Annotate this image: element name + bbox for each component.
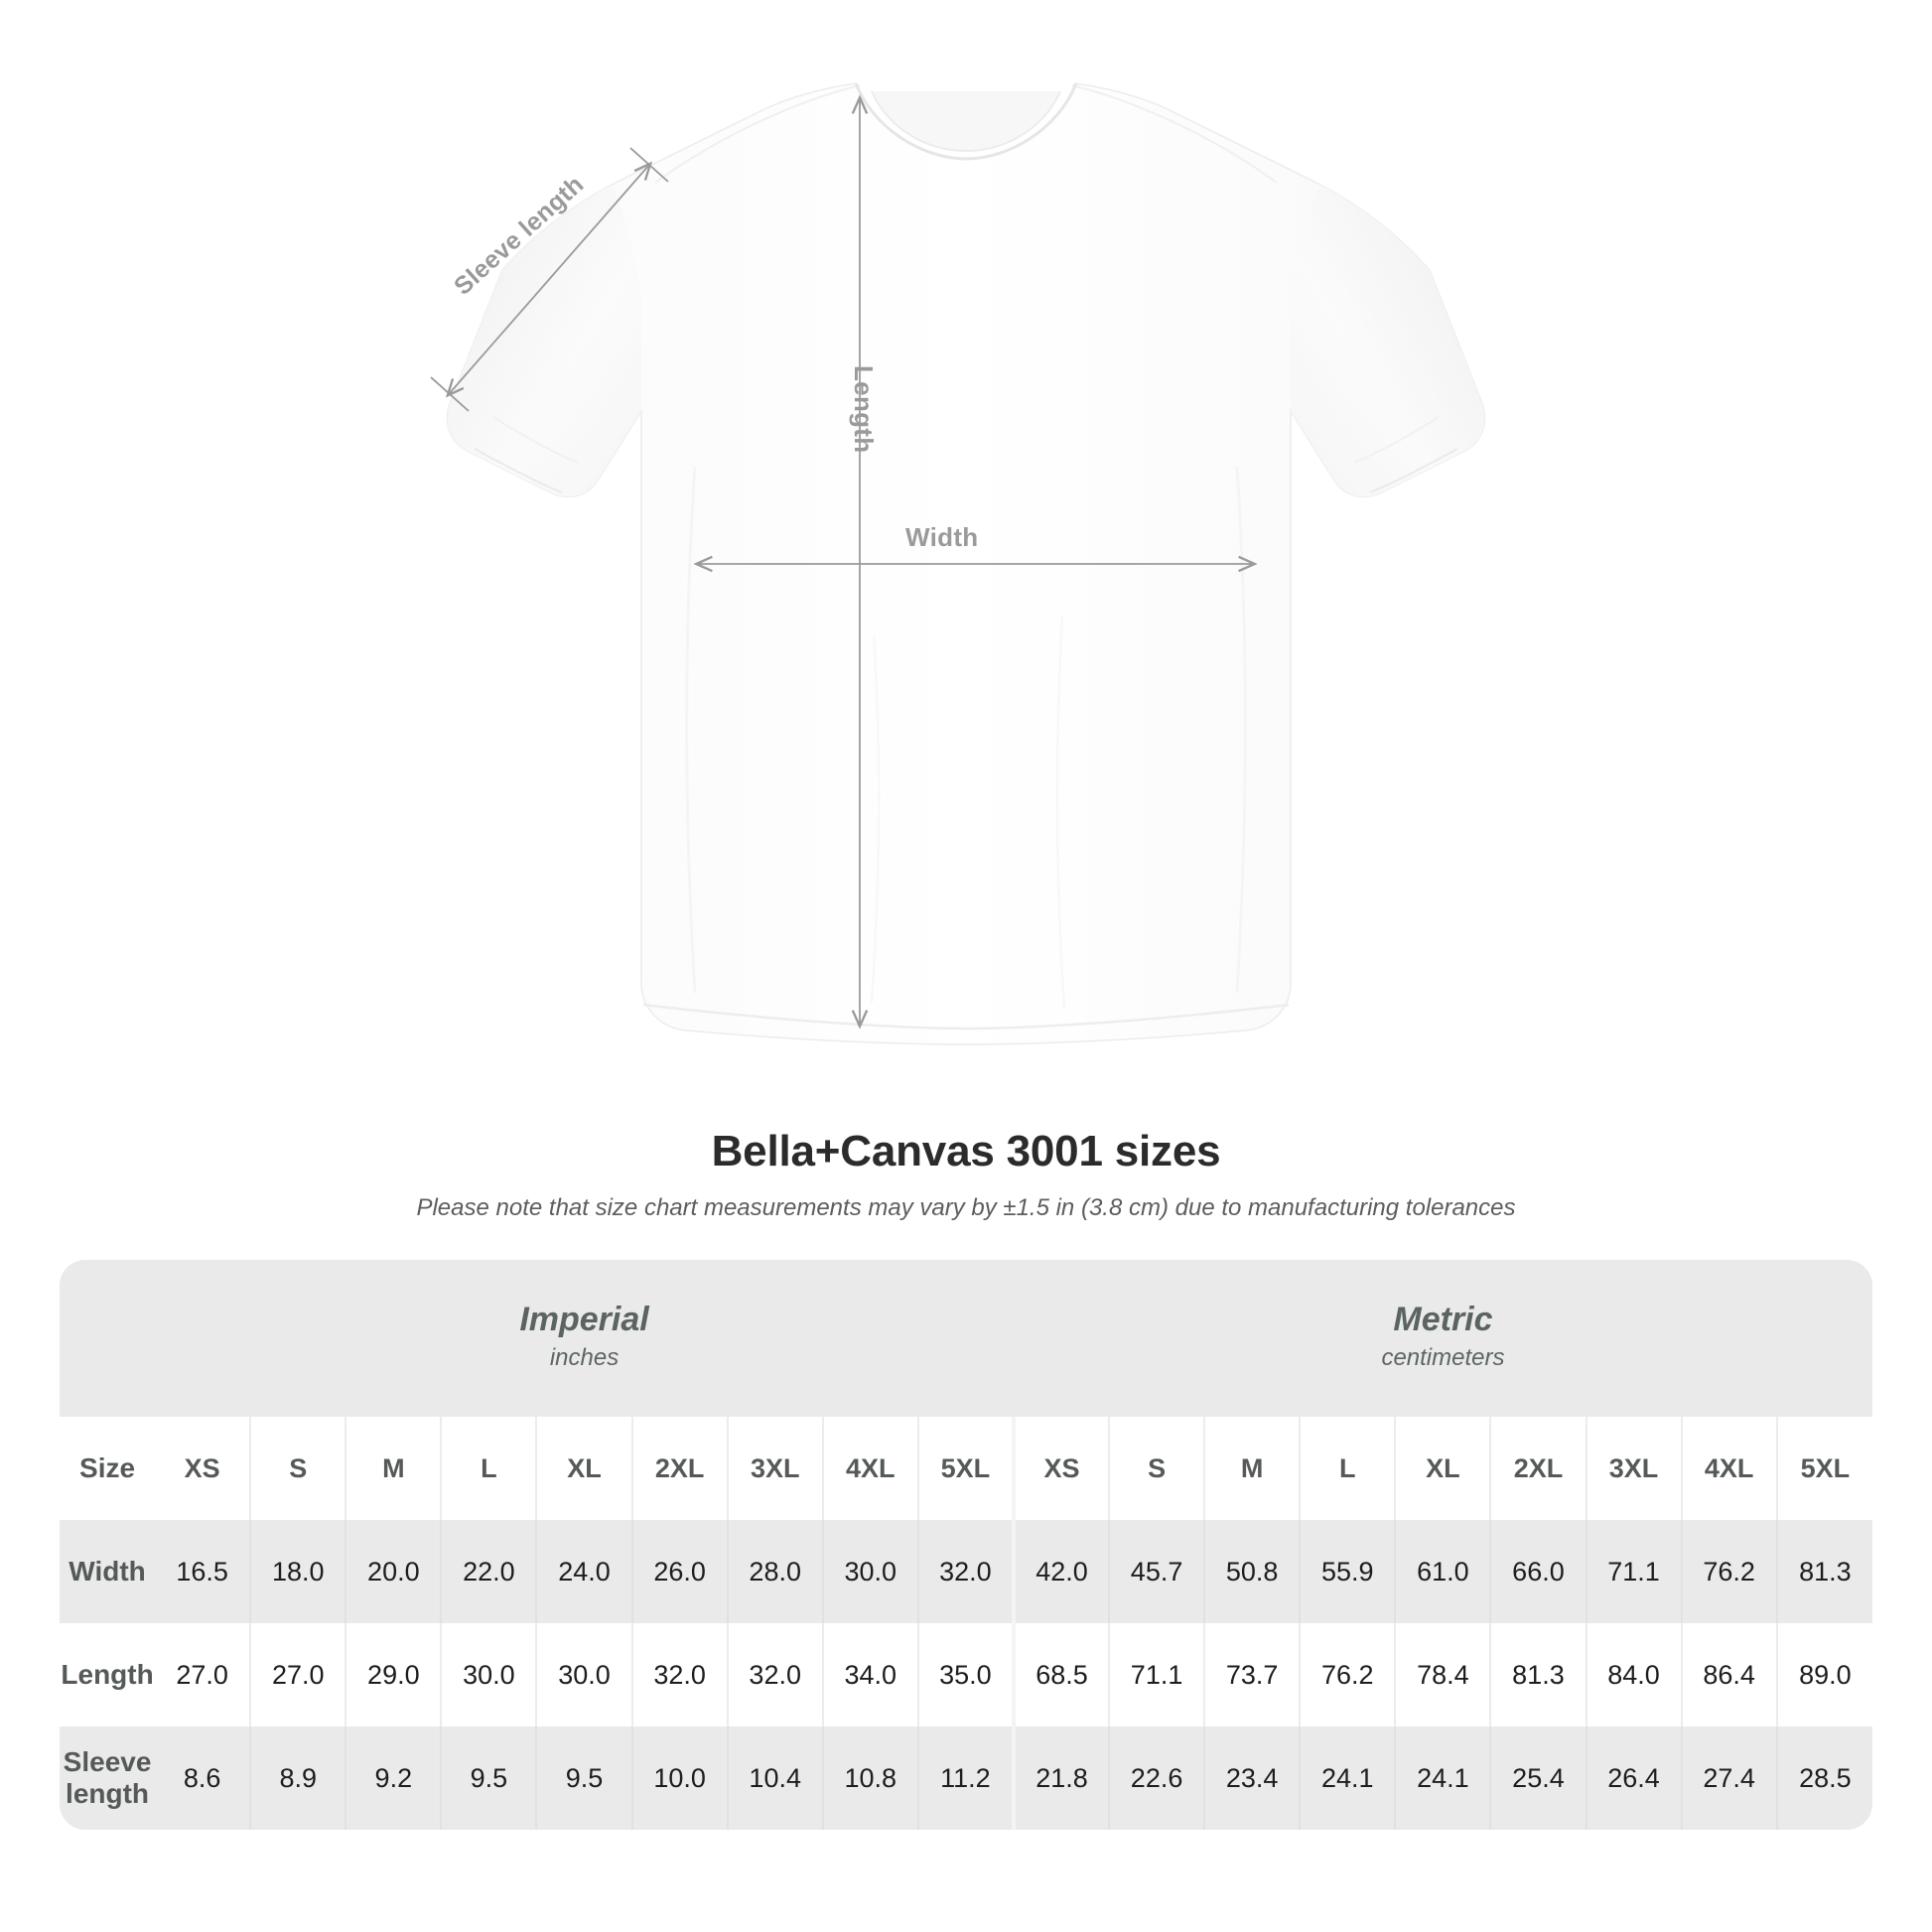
tshirt-illustration-svg — [430, 82, 1486, 1045]
table-row-sleeve-length: Sleeve length 8.6 8.9 9.2 9.5 9.5 10.0 1… — [60, 1726, 1872, 1830]
header-metric-5xl: 5XL — [1775, 1417, 1872, 1520]
width-label: Width — [905, 522, 979, 552]
cell-sleeve-metric-5xl: 28.5 — [1775, 1726, 1872, 1830]
cell-sleeve-metric-4xl: 27.4 — [1680, 1726, 1777, 1830]
header-metric-3xl: 3XL — [1585, 1417, 1682, 1520]
table-header-row: Size XS S M L XL 2XL 3XL 4XL 5XL XS S M … — [60, 1417, 1872, 1520]
cell-width-metric-l: 55.9 — [1299, 1520, 1396, 1623]
size-chart-table-wrapper: Imperial inches Metric centimeters Size … — [60, 1260, 1872, 1830]
cell-width-metric-3xl: 71.1 — [1585, 1520, 1682, 1623]
header-metric-s: S — [1108, 1417, 1205, 1520]
unit-system-metric-name: Metric — [1393, 1301, 1493, 1339]
cell-width-imperial-xs: 16.5 — [155, 1520, 251, 1623]
length-label: Length — [849, 365, 879, 454]
size-chart-table: Imperial inches Metric centimeters Size … — [60, 1260, 1872, 1830]
row-label-width: Width — [60, 1520, 156, 1623]
tolerance-note: Please note that size chart measurements… — [416, 1194, 1516, 1221]
cell-width-imperial-m: 20.0 — [345, 1520, 442, 1623]
page-title: Bella+Canvas 3001 sizes — [711, 1127, 1221, 1175]
header-imperial-s: S — [249, 1417, 346, 1520]
cell-length-imperial-l: 30.0 — [440, 1623, 537, 1726]
table-row-length: Length 27.0 27.0 29.0 30.0 30.0 32.0 32.… — [60, 1623, 1872, 1726]
header-imperial-2xl: 2XL — [630, 1417, 728, 1520]
cell-sleeve-imperial-5xl: 11.2 — [916, 1726, 1014, 1830]
header-metric-xs: XS — [1011, 1417, 1110, 1520]
header-metric-xl: XL — [1394, 1417, 1491, 1520]
cell-sleeve-imperial-xs: 8.6 — [155, 1726, 251, 1830]
cell-length-imperial-s: 27.0 — [249, 1623, 346, 1726]
header-imperial-5xl: 5XL — [916, 1417, 1014, 1520]
unit-system-imperial-unit: inches — [549, 1343, 620, 1371]
cell-length-imperial-3xl: 32.0 — [726, 1623, 823, 1726]
unit-system-row: Imperial inches Metric centimeters — [60, 1260, 1872, 1417]
cell-sleeve-metric-xs: 21.8 — [1011, 1726, 1110, 1830]
cell-sleeve-imperial-4xl: 10.8 — [821, 1726, 918, 1830]
title-block: Bella+Canvas 3001 sizes Please note that… — [0, 1127, 1932, 1222]
header-imperial-4xl: 4XL — [821, 1417, 918, 1520]
sleeve-length-arrow — [430, 147, 669, 412]
cell-sleeve-metric-s: 22.6 — [1108, 1726, 1205, 1830]
cell-sleeve-imperial-s: 8.9 — [249, 1726, 346, 1830]
cell-width-metric-2xl: 66.0 — [1489, 1520, 1587, 1623]
cell-sleeve-metric-2xl: 25.4 — [1489, 1726, 1587, 1830]
header-imperial-l: L — [440, 1417, 537, 1520]
cell-length-metric-3xl: 84.0 — [1585, 1623, 1682, 1726]
cell-width-metric-s: 45.7 — [1108, 1520, 1205, 1623]
cell-length-metric-m: 73.7 — [1203, 1623, 1301, 1726]
cell-sleeve-metric-l: 24.1 — [1299, 1726, 1396, 1830]
cell-length-imperial-5xl: 35.0 — [916, 1623, 1014, 1726]
cell-sleeve-metric-m: 23.4 — [1203, 1726, 1301, 1830]
unit-system-metric-unit: centimeters — [1381, 1343, 1505, 1371]
unit-system-metric: Metric centimeters — [1013, 1260, 1872, 1417]
header-metric-2xl: 2XL — [1489, 1417, 1587, 1520]
cell-sleeve-imperial-l: 9.5 — [440, 1726, 537, 1830]
cell-width-imperial-l: 22.0 — [440, 1520, 537, 1623]
cell-length-metric-5xl: 89.0 — [1775, 1623, 1872, 1726]
cell-sleeve-imperial-xl: 9.5 — [535, 1726, 632, 1830]
cell-length-metric-xs: 68.5 — [1011, 1623, 1110, 1726]
cell-width-imperial-2xl: 26.0 — [630, 1520, 728, 1623]
cell-width-metric-xl: 61.0 — [1394, 1520, 1491, 1623]
cell-width-imperial-3xl: 28.0 — [726, 1520, 823, 1623]
cell-length-imperial-m: 29.0 — [345, 1623, 442, 1726]
table-row-width: Width 16.5 18.0 20.0 22.0 24.0 26.0 28.0… — [60, 1520, 1872, 1623]
cell-length-imperial-2xl: 32.0 — [630, 1623, 728, 1726]
row-label-sleeve-length: Sleeve length — [60, 1726, 156, 1830]
tshirt-diagram: Sleeve length Length Width — [430, 82, 1486, 1045]
cell-width-metric-m: 50.8 — [1203, 1520, 1301, 1623]
header-metric-l: L — [1299, 1417, 1396, 1520]
cell-length-metric-2xl: 81.3 — [1489, 1623, 1587, 1726]
header-metric-4xl: 4XL — [1680, 1417, 1777, 1520]
cell-width-imperial-5xl: 32.0 — [916, 1520, 1014, 1623]
cell-length-imperial-4xl: 34.0 — [821, 1623, 918, 1726]
header-metric-m: M — [1203, 1417, 1301, 1520]
row-label-length: Length — [60, 1623, 156, 1726]
cell-sleeve-metric-xl: 24.1 — [1394, 1726, 1491, 1830]
cell-length-metric-xl: 78.4 — [1394, 1623, 1491, 1726]
cell-length-metric-4xl: 86.4 — [1680, 1623, 1777, 1726]
cell-width-imperial-4xl: 30.0 — [821, 1520, 918, 1623]
cell-width-metric-4xl: 76.2 — [1680, 1520, 1777, 1623]
cell-width-metric-xs: 42.0 — [1011, 1520, 1110, 1623]
cell-length-imperial-xs: 27.0 — [155, 1623, 251, 1726]
cell-sleeve-imperial-2xl: 10.0 — [630, 1726, 728, 1830]
header-imperial-xs: XS — [155, 1417, 251, 1520]
unit-system-imperial: Imperial inches — [155, 1260, 1014, 1417]
unit-system-spacer — [60, 1260, 156, 1417]
cell-width-imperial-xl: 24.0 — [535, 1520, 632, 1623]
cell-sleeve-metric-3xl: 26.4 — [1585, 1726, 1682, 1830]
cell-width-metric-5xl: 81.3 — [1775, 1520, 1872, 1623]
cell-sleeve-imperial-m: 9.2 — [345, 1726, 442, 1830]
header-imperial-m: M — [345, 1417, 442, 1520]
header-imperial-3xl: 3XL — [726, 1417, 823, 1520]
cell-sleeve-imperial-3xl: 10.4 — [726, 1726, 823, 1830]
cell-length-imperial-xl: 30.0 — [535, 1623, 632, 1726]
cell-length-metric-s: 71.1 — [1108, 1623, 1205, 1726]
cell-length-metric-l: 76.2 — [1299, 1623, 1396, 1726]
cell-width-imperial-s: 18.0 — [249, 1520, 346, 1623]
size-row-label: Size — [60, 1417, 156, 1520]
unit-system-imperial-name: Imperial — [519, 1301, 649, 1339]
header-imperial-xl: XL — [535, 1417, 632, 1520]
